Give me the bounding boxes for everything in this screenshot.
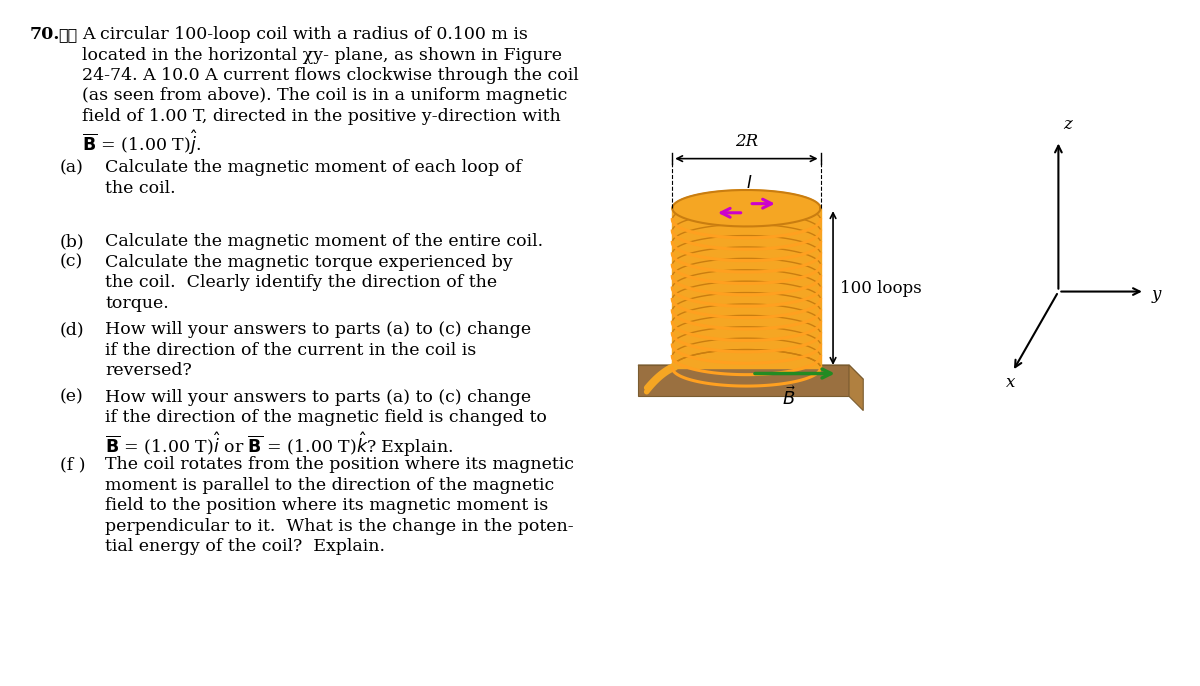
Text: Calculate the magnetic torque experienced by: Calculate the magnetic torque experience… — [106, 254, 512, 270]
Text: (e): (e) — [60, 389, 84, 406]
Text: the coil.: the coil. — [106, 180, 175, 197]
Text: 100 loops: 100 loops — [840, 279, 922, 296]
Text: (d): (d) — [60, 321, 85, 338]
Text: 24-74. A 10.0 A current flows clockwise through the coil: 24-74. A 10.0 A current flows clockwise … — [82, 67, 578, 84]
Text: the coil.  Clearly identify the direction of the: the coil. Clearly identify the direction… — [106, 274, 497, 291]
Text: located in the horizontal χy- plane, as shown in Figure: located in the horizontal χy- plane, as … — [82, 47, 562, 64]
Text: tial energy of the coil?  Explain.: tial energy of the coil? Explain. — [106, 539, 385, 556]
Text: field to the position where its magnetic moment is: field to the position where its magnetic… — [106, 497, 548, 514]
Text: The coil rotates from the position where its magnetic: The coil rotates from the position where… — [106, 456, 574, 473]
Text: reversed?: reversed? — [106, 362, 192, 379]
Polygon shape — [638, 365, 863, 379]
Text: (f ): (f ) — [60, 456, 85, 473]
Text: How will your answers to parts (a) to (c) change: How will your answers to parts (a) to (c… — [106, 321, 532, 338]
Text: (b): (b) — [60, 233, 85, 250]
Text: 70.: 70. — [30, 26, 60, 43]
Polygon shape — [850, 365, 863, 410]
Text: (c): (c) — [60, 254, 83, 270]
Polygon shape — [672, 190, 821, 226]
Text: moment is parallel to the direction of the magnetic: moment is parallel to the direction of t… — [106, 477, 554, 494]
Text: $\overline{\mathbf{B}}$ = (1.00 T)$\hat{i}$ or $\overline{\mathbf{B}}$ = (1.00 T: $\overline{\mathbf{B}}$ = (1.00 T)$\hat{… — [106, 430, 454, 458]
Text: $\overline{\mathbf{B}}$ = (1.00 T)$\hat{j}$.: $\overline{\mathbf{B}}$ = (1.00 T)$\hat{… — [82, 128, 200, 157]
Text: $I$: $I$ — [746, 175, 752, 192]
Text: ★★: ★★ — [58, 26, 77, 43]
Text: Calculate the magnetic moment of the entire coil.: Calculate the magnetic moment of the ent… — [106, 233, 544, 250]
Text: Calculate the magnetic moment of each loop of: Calculate the magnetic moment of each lo… — [106, 159, 522, 176]
Text: torque.: torque. — [106, 294, 169, 311]
Text: x: x — [1006, 374, 1015, 391]
Text: (as seen from above). The coil is in a uniform magnetic: (as seen from above). The coil is in a u… — [82, 88, 568, 104]
Text: perpendicular to it.  What is the change in the poten-: perpendicular to it. What is the change … — [106, 518, 574, 535]
Text: if the direction of the current in the coil is: if the direction of the current in the c… — [106, 342, 476, 359]
Text: z: z — [1063, 117, 1072, 133]
Polygon shape — [672, 209, 821, 368]
Text: How will your answers to parts (a) to (c) change: How will your answers to parts (a) to (c… — [106, 389, 532, 406]
Polygon shape — [638, 365, 850, 397]
Text: $\vec{B}$: $\vec{B}$ — [782, 386, 796, 409]
Text: A circular 100-loop coil with a radius of 0.100 m is: A circular 100-loop coil with a radius o… — [82, 26, 528, 43]
Text: if the direction of the magnetic field is changed to: if the direction of the magnetic field i… — [106, 410, 547, 427]
Text: (a): (a) — [60, 159, 84, 176]
Text: y: y — [1151, 286, 1160, 303]
Text: field of 1.00 T, directed in the positive y-direction with: field of 1.00 T, directed in the positiv… — [82, 108, 560, 125]
Text: 2R: 2R — [734, 133, 758, 150]
